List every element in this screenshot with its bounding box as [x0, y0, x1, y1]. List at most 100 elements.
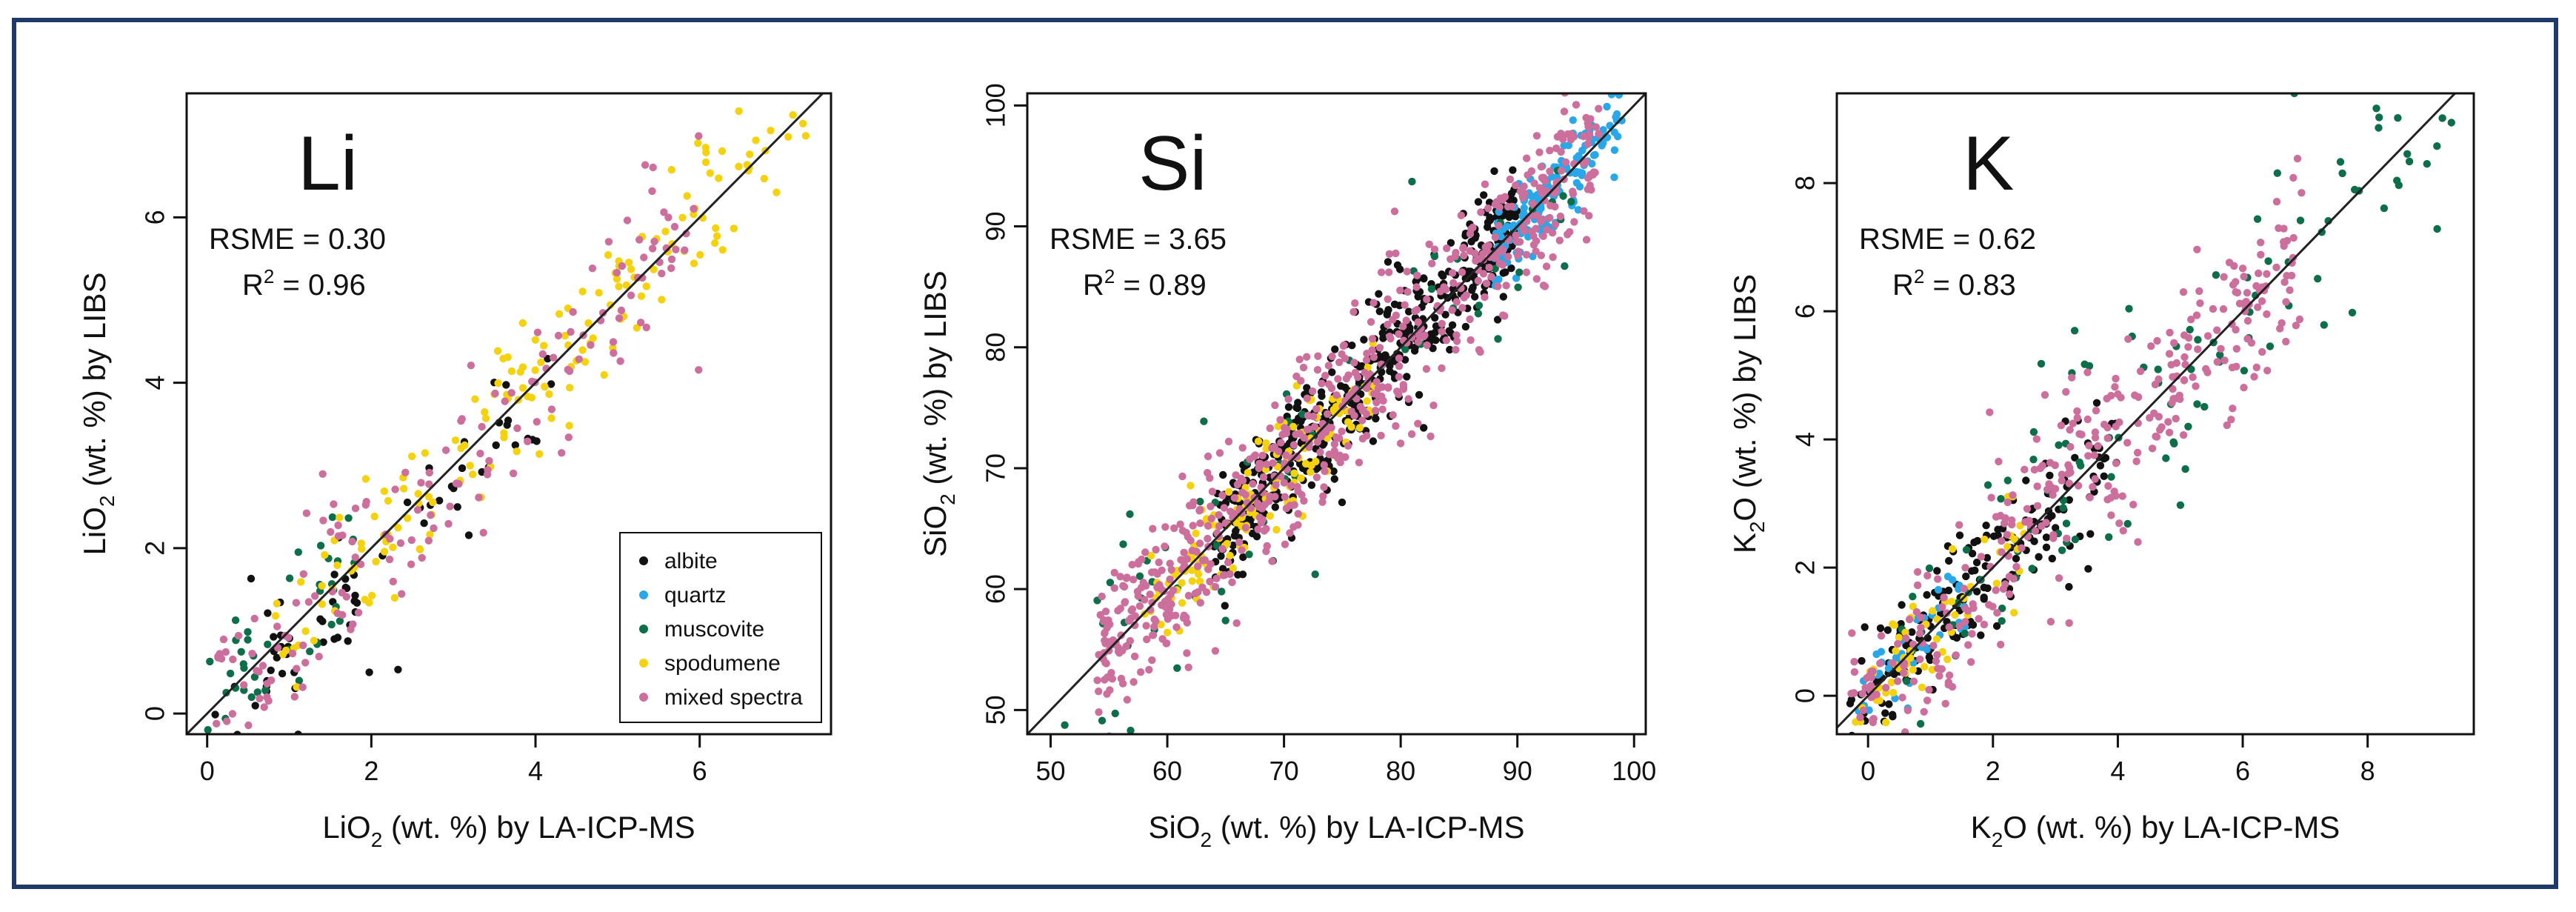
- point-mixed-spectra: [1523, 154, 1531, 162]
- point-mixed-spectra: [1284, 395, 1292, 403]
- point-mixed-spectra: [407, 536, 416, 545]
- point-muscovite: [1998, 605, 2006, 613]
- point-mixed-spectra: [1319, 492, 1327, 500]
- point-spodumene: [1178, 599, 1187, 607]
- point-mixed-spectra: [478, 422, 486, 431]
- y-tick-label: 8: [1790, 176, 1821, 190]
- point-mixed-spectra: [1378, 405, 1387, 413]
- point-muscovite: [2154, 365, 2162, 373]
- point-mixed-spectra: [1422, 365, 1431, 373]
- point-muscovite: [2105, 533, 2113, 542]
- point-mixed-spectra: [1938, 665, 1946, 673]
- point-mixed-spectra: [1251, 451, 1260, 459]
- point-mixed-spectra: [2192, 311, 2201, 319]
- point-mixed-spectra: [1318, 498, 1327, 506]
- point-mixed-spectra: [385, 555, 394, 564]
- point-spodumene: [642, 282, 650, 290]
- point-albite: [492, 441, 500, 450]
- point-mixed-spectra: [467, 362, 476, 370]
- point-mixed-spectra: [660, 208, 668, 216]
- point-mixed-spectra: [2032, 435, 2041, 443]
- point-albite: [1499, 293, 1508, 301]
- one-to-one-line: [1837, 93, 2456, 729]
- point-mixed-spectra: [229, 655, 237, 664]
- point-mixed-spectra: [1595, 104, 1603, 113]
- point-mixed-spectra: [1260, 527, 1269, 535]
- point-mixed-spectra: [1309, 412, 1318, 421]
- point-muscovite: [327, 620, 336, 629]
- point-mixed-spectra: [623, 216, 632, 224]
- point-albite: [1358, 362, 1366, 370]
- point-mixed-spectra: [1341, 354, 1349, 362]
- point-albite: [251, 702, 259, 710]
- point-mixed-spectra: [1212, 574, 1221, 582]
- point-spodumene: [282, 646, 290, 655]
- point-mixed-spectra: [1564, 66, 1571, 73]
- point-albite: [458, 464, 467, 473]
- point-albite: [1375, 290, 1383, 298]
- point-mixed-spectra: [615, 314, 624, 322]
- point-mixed-spectra: [2287, 271, 2296, 280]
- point-spodumene: [541, 383, 549, 391]
- point-albite: [2065, 582, 2073, 591]
- point-mixed-spectra: [1384, 384, 1392, 392]
- point-mixed-spectra: [2203, 368, 2212, 376]
- point-mixed-spectra: [604, 238, 613, 246]
- point-mixed-spectra: [565, 367, 574, 376]
- point-mixed-spectra: [1572, 101, 1581, 109]
- point-mixed-spectra: [1535, 184, 1544, 192]
- point-albite: [1390, 300, 1399, 308]
- point-muscovite: [1212, 542, 1221, 550]
- point-spodumene: [1192, 529, 1200, 538]
- point-mixed-spectra: [1849, 779, 1857, 787]
- point-mixed-spectra: [1237, 474, 1245, 482]
- point-spodumene: [531, 366, 539, 374]
- point-mixed-spectra: [1161, 542, 1169, 550]
- point-muscovite: [2070, 327, 2079, 335]
- point-quartz: [1571, 169, 1580, 178]
- point-mixed-spectra: [554, 331, 563, 340]
- point-mixed-spectra: [1299, 363, 1308, 372]
- data-points: [1846, 93, 2455, 787]
- point-mixed-spectra: [2069, 419, 2077, 427]
- point-mixed-spectra: [1110, 568, 1118, 577]
- point-mixed-spectra: [425, 468, 433, 477]
- point-mixed-spectra: [1542, 262, 1551, 270]
- point-mixed-spectra: [2180, 331, 2189, 339]
- point-mixed-spectra: [362, 498, 370, 506]
- point-quartz: [1578, 169, 1586, 177]
- point-mixed-spectra: [1162, 639, 1170, 648]
- point-spodumene: [633, 324, 641, 332]
- point-muscovite: [244, 628, 252, 636]
- point-mixed-spectra: [1321, 371, 1329, 380]
- point-albite: [1432, 336, 1440, 345]
- point-quartz: [1603, 102, 1611, 111]
- y-tick-label: 0: [140, 706, 170, 721]
- point-mixed-spectra: [1945, 671, 1954, 679]
- point-muscovite: [231, 616, 240, 625]
- point-mixed-spectra: [1430, 245, 1439, 253]
- point-mixed-spectra: [1569, 133, 1578, 141]
- point-albite: [1249, 468, 1258, 476]
- point-mixed-spectra: [2209, 304, 2218, 313]
- point-mixed-spectra: [575, 355, 583, 363]
- point-albite: [1331, 345, 1339, 353]
- point-muscovite: [316, 542, 325, 550]
- point-muscovite: [2253, 215, 2262, 223]
- point-mixed-spectra: [1232, 619, 1241, 628]
- point-mixed-spectra: [1469, 223, 1477, 232]
- point-mixed-spectra: [1592, 123, 1600, 131]
- point-albite: [1493, 316, 1502, 324]
- point-mixed-spectra: [1106, 686, 1114, 694]
- point-mixed-spectra: [690, 204, 698, 213]
- point-spodumene: [421, 449, 429, 457]
- point-mixed-spectra: [564, 433, 573, 442]
- point-spodumene: [706, 169, 714, 177]
- point-spodumene: [426, 530, 434, 539]
- point-mixed-spectra: [264, 696, 273, 705]
- point-spodumene: [370, 512, 378, 521]
- point-muscovite: [2212, 271, 2220, 279]
- point-mixed-spectra: [1414, 419, 1422, 427]
- point-mixed-spectra: [491, 389, 499, 398]
- point-spodumene: [1178, 579, 1186, 587]
